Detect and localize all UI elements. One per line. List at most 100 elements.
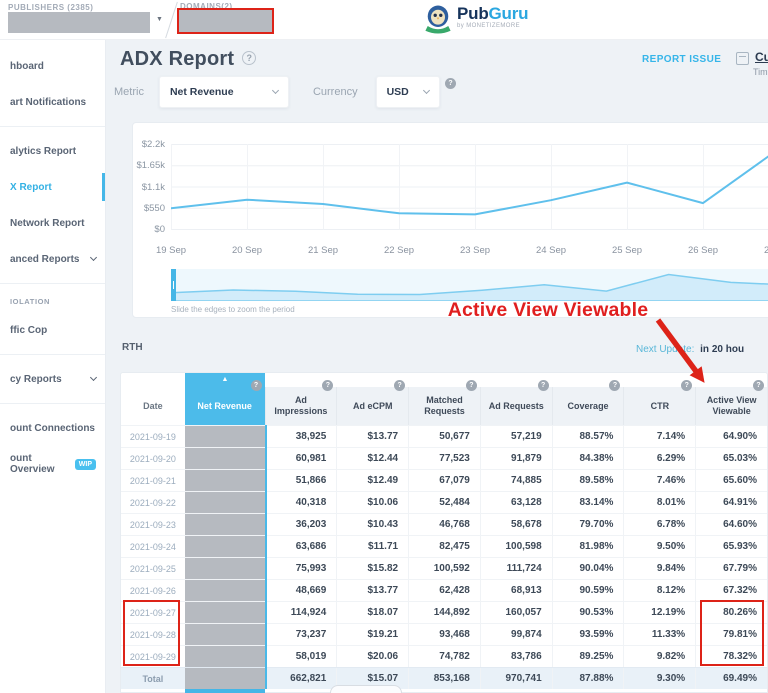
help-icon[interactable]: ? [250,380,262,391]
table-cell: 90.59% [551,580,624,601]
table-row: 2021-09-19 38,925 $13.77 50,677 57,219 88.57%… [121,425,767,447]
x-tick-label: 19 Sep [155,245,187,256]
cell-net-revenue-redacted [184,624,265,645]
help-icon[interactable]: ? [322,380,334,391]
table-cell: 65.60% [695,470,767,491]
column-header-net-revenue[interactable]: ? Net Revenue [184,380,265,425]
table-cell: 91,879 [479,448,552,469]
sidebar-item-label: ount Overview [10,453,55,475]
next-update: Next Update: in 20 hou [636,344,745,355]
chevron-down-icon [422,86,430,95]
table-cell: 662,821 [264,668,337,689]
sidebar-item-alytics-report[interactable]: alytics Report [0,133,105,169]
caret-down-icon[interactable]: ▼ [156,16,163,23]
chevron-down-icon [89,373,98,382]
currency-select[interactable]: USD [375,76,440,108]
cell-net-revenue-redacted [184,668,265,689]
table-cell: 63,686 [264,536,337,557]
currency-label: Currency ? [313,78,456,98]
cell-net-revenue-redacted [184,470,265,491]
table-cell: 78.32% [695,646,767,667]
sort-asc-icon[interactable]: ▲ [185,373,265,387]
sidebar-item-ount-overview[interactable]: ount Overview WIP [0,446,105,482]
cell-net-revenue-redacted [184,514,265,535]
help-icon[interactable]: ? [681,380,693,391]
annotation-arrow [655,318,705,383]
help-icon[interactable]: ? [465,380,477,391]
horizontal-scrollbar[interactable] [330,685,402,693]
sidebar-item-hboard[interactable]: hboard [0,48,105,84]
sidebar-item-label: art Notifications [10,96,87,108]
slider-left-handle[interactable] [171,269,176,301]
table-cell: 6.78% [623,514,695,535]
column-header-coverage[interactable]: ? Coverage [551,380,624,425]
help-icon[interactable]: ? [609,380,621,391]
column-header-ad-requests[interactable]: ? Ad Requests [479,380,552,425]
column-header-ad-impressions[interactable]: ? Ad Impressions [264,380,337,425]
table-cell: 52,484 [408,492,480,513]
table-cell: 38,925 [264,426,337,447]
date-range-link[interactable]: Cus [755,50,768,64]
main-content: ADX Report ? REPORT ISSUE Cus Time Metri… [106,40,768,693]
help-icon[interactable]: ? [394,380,406,391]
table-cell: 100,598 [479,536,552,557]
table-row: 2021-09-22 40,318 $10.06 52,484 63,128 83.14%… [121,491,767,513]
table-cell: $12.44 [336,448,408,469]
x-tick-label: 25 Sep [611,245,643,256]
column-header-ctr[interactable]: ? CTR [623,380,696,425]
table-cell: 67.32% [695,580,767,601]
red-highlight-viewable [700,600,764,666]
sidebar-item-x-report[interactable]: X Report [0,169,105,205]
divider [165,1,178,39]
column-header-active-view-viewable[interactable]: ? Active View Viewable [695,380,768,425]
column-header-ad-ecpm[interactable]: ? Ad eCPM [336,380,409,425]
table-cell: 12.19% [623,602,695,623]
table-cell: 8.12% [623,580,695,601]
sidebar-divider [0,126,105,127]
help-icon[interactable]: ? [753,380,765,391]
page-title: ADX Report [120,48,235,70]
cell-net-revenue-redacted [184,426,265,447]
report-issue-link[interactable]: REPORT ISSUE [642,54,722,65]
sidebar-item-network-report[interactable]: Network Report [0,205,105,241]
table-cell: 65.03% [695,448,767,469]
table-row: 2021-09-28 73,237 $19.21 93,468 99,874 93.59%… [121,623,767,645]
table-row: 2021-09-21 51,866 $12.49 67,079 74,885 89.58%… [121,469,767,491]
x-tick-label: 20 Sep [231,245,263,256]
help-icon[interactable]: ? [242,50,257,65]
sidebar-item-cy-reports[interactable]: cy Reports [0,361,105,397]
cell-date: 2021-09-22 [129,497,176,508]
help-icon[interactable]: ? [444,78,456,89]
calendar-icon[interactable] [736,52,749,65]
column-header-date[interactable]: Date [121,387,185,425]
table-row: 2021-09-25 75,993 $15.82 100,592 111,724 90.0… [121,557,767,579]
domain-dropdown[interactable] [177,8,274,34]
sidebar-item-label: cy Reports [10,373,62,385]
wip-badge: WIP [74,458,96,470]
table-cell: 79.81% [695,624,767,645]
sidebar-item-ffic-cop[interactable]: ffic Cop [0,312,105,348]
sidebar-divider [0,403,105,404]
rth-label: RTH [122,342,143,353]
publisher-dropdown[interactable] [8,12,150,33]
sidebar-item-label: X Report [10,181,52,193]
table-cell: 90.04% [551,558,624,579]
metric-select[interactable]: Net Revenue [158,76,289,108]
chevron-down-icon [271,86,279,95]
table-cell: 58,019 [264,646,337,667]
table-cell: 89.58% [551,470,624,491]
table-cell: 48,669 [264,580,337,601]
sidebar-item-anced-reports[interactable]: anced Reports [0,241,105,277]
column-header-matched-requests[interactable]: ? Matched Requests [408,380,480,425]
y-tick-label: $1.1k [141,181,165,193]
help-icon[interactable]: ? [537,380,549,391]
table-cell: 93.59% [551,624,624,645]
sidebar-item-art-notifications[interactable]: art Notifications [0,84,105,120]
table-cell: 67,079 [408,470,480,491]
period-zoom-slider[interactable] [171,269,768,301]
sidebar-item-ount-connections[interactable]: ount Connections [0,410,105,446]
table-cell: 93,468 [408,624,480,645]
table-cell: 9.30% [623,668,695,689]
slider-hint: Slide the edges to zoom the period [171,305,295,314]
net-revenue-scroll-thumb[interactable] [185,689,265,693]
